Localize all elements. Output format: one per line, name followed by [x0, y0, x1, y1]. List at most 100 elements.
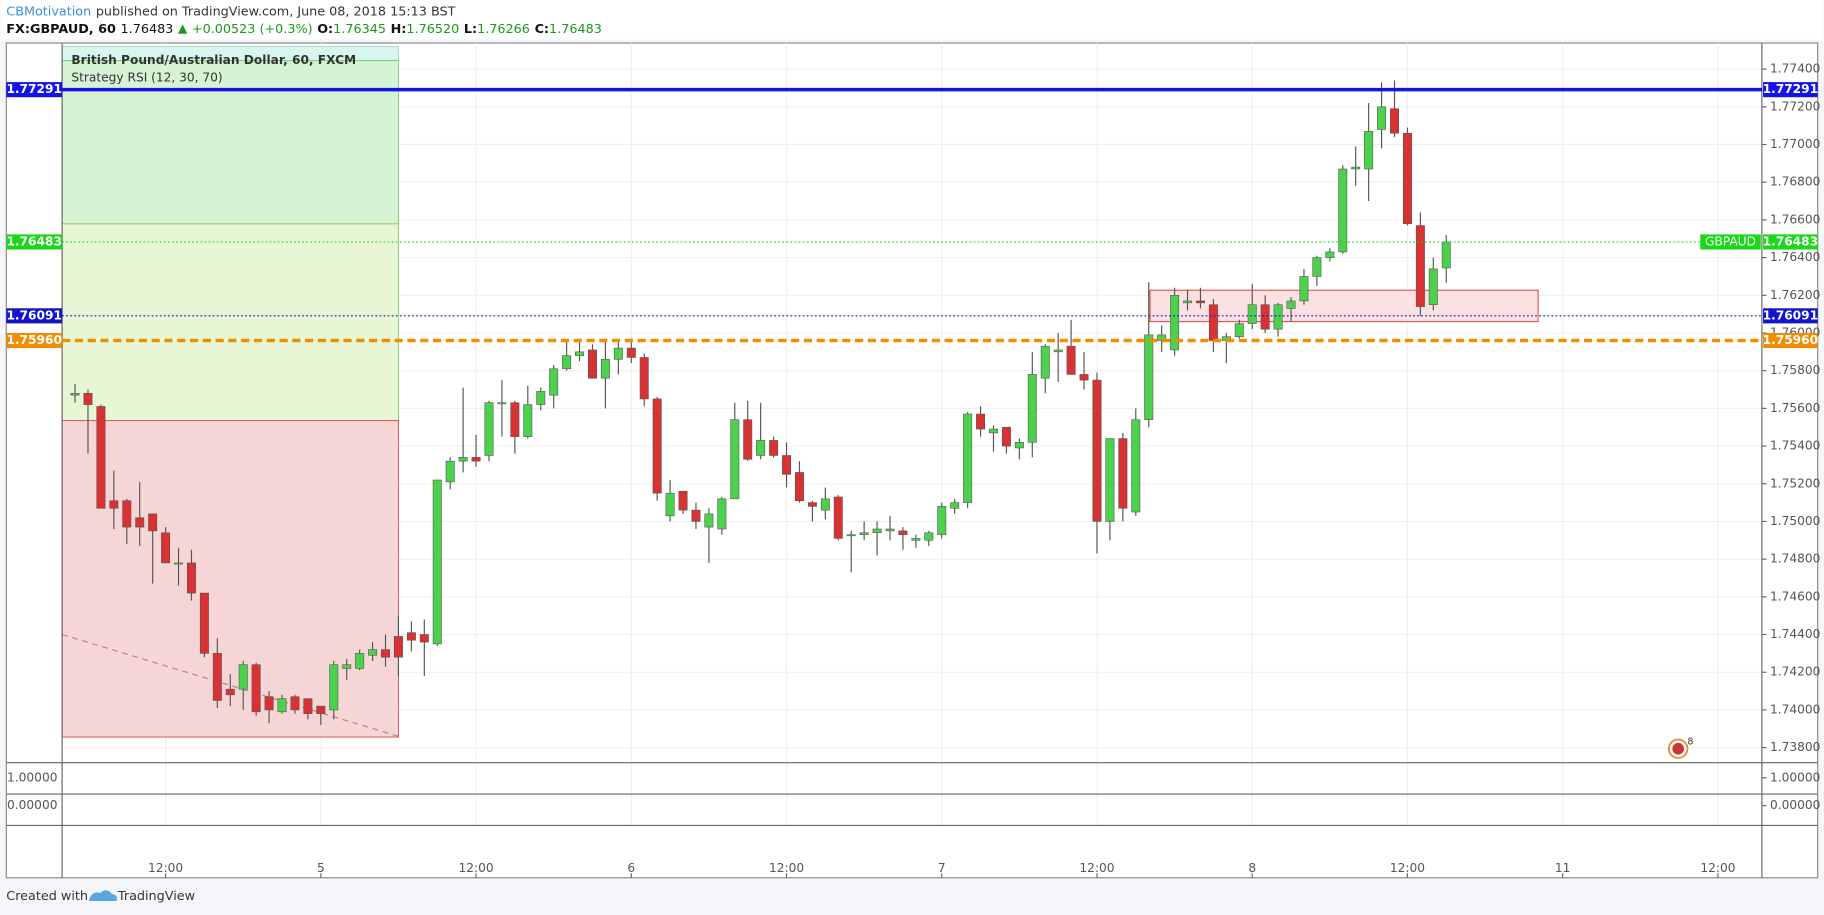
candle-body	[1208, 304, 1218, 341]
candle-body	[859, 532, 869, 535]
candle-body	[277, 698, 287, 713]
candle-body	[1195, 300, 1205, 304]
x-tick-label: 8	[1248, 861, 1256, 875]
change: +0.00523 (+0.3%)	[192, 22, 313, 37]
y-tick-label: 1.75600	[1770, 401, 1820, 415]
candle-body	[406, 632, 416, 641]
candle-body	[1144, 334, 1154, 420]
symbol-label: GBPAUD	[1705, 234, 1756, 248]
y-tick-label: 1.75800	[1770, 363, 1820, 377]
candle-body	[1312, 257, 1322, 277]
y-tick-label: 1.76600	[1770, 212, 1820, 226]
y-tick-label: 1.76200	[1770, 288, 1820, 302]
overlay: 1.73800 1.74000 1.74200 1.74400 1.74600 1.748…	[6, 62, 1820, 878]
level-label: 1.77291	[1763, 82, 1819, 96]
candle-body	[1131, 419, 1141, 513]
level-label: 1.76091	[1763, 308, 1819, 322]
symbol-tag	[1700, 234, 1761, 250]
y-tick-label: 1.77400	[1770, 62, 1820, 76]
zone	[61, 60, 399, 225]
x-tick-label: 12:00	[148, 861, 183, 875]
candle-body	[989, 428, 998, 434]
open-value: 1.76345	[333, 22, 386, 37]
candle-body	[471, 457, 481, 462]
y-tick-label: 1.74600	[1770, 589, 1820, 603]
open-label: O:	[317, 22, 333, 37]
candle-body	[161, 532, 171, 564]
candle-body	[381, 649, 390, 658]
candle-body	[730, 419, 740, 500]
level-tag	[6, 308, 63, 324]
footer-brand[interactable]: TradingView	[117, 889, 195, 904]
candle-body	[186, 562, 196, 594]
candle-body	[1079, 374, 1089, 381]
level-tag	[1763, 308, 1818, 324]
candle-body	[794, 472, 804, 502]
candle-body	[393, 636, 403, 658]
header-bg	[0, 0, 1824, 40]
candle-body	[83, 393, 93, 405]
low-value: 1.76266	[477, 22, 530, 37]
candle-body	[924, 532, 934, 541]
flag-icon: 8	[1668, 736, 1693, 759]
level-label: 1.76483	[6, 234, 62, 248]
candle-body	[872, 528, 882, 534]
footer-created: Created with	[6, 889, 88, 904]
legend-entry: Strategy RSI (12, 30, 70)	[71, 70, 222, 84]
y-tick-label: 1.73800	[1770, 740, 1820, 754]
level-tag	[1763, 234, 1818, 250]
x-tick-label: 12:00	[1700, 861, 1735, 875]
candle-body	[1092, 379, 1102, 522]
candle-body	[329, 664, 339, 711]
candle-body	[588, 349, 597, 379]
candle-body	[1066, 345, 1076, 375]
pane-tick-label: 1.00000	[7, 770, 57, 784]
zone	[61, 223, 399, 422]
x-tick-label: 12:00	[458, 861, 493, 875]
candle-body	[303, 698, 313, 714]
candle-body	[290, 696, 300, 711]
candle-body	[898, 530, 908, 535]
level-tag	[6, 234, 63, 250]
candle-body	[626, 347, 636, 358]
candle-body	[1390, 108, 1399, 134]
candle-body	[846, 534, 856, 537]
author[interactable]: CBMotivation	[6, 4, 91, 19]
candle-body	[1338, 168, 1348, 253]
candle-body	[562, 355, 572, 370]
candle-body	[484, 402, 494, 456]
candle-body	[1118, 438, 1128, 509]
level-label: 1.77291	[6, 82, 62, 96]
candle-body	[1286, 300, 1296, 309]
candle-body	[1260, 304, 1270, 330]
candle-body	[976, 413, 986, 430]
candle-body	[937, 506, 947, 535]
candle-body	[135, 517, 145, 528]
candle-body	[717, 498, 727, 530]
candle-body	[1001, 426, 1011, 447]
candle-body	[575, 351, 585, 356]
candle-body	[497, 402, 507, 405]
candle-body	[911, 538, 921, 541]
y-tick-label: 1.77200	[1770, 99, 1820, 113]
candle-body	[639, 357, 649, 400]
level-label: 1.76091	[6, 308, 62, 322]
last-price: 1.76483	[121, 22, 174, 37]
candle-body	[368, 649, 378, 656]
candle-body	[613, 347, 623, 360]
x-tick-label: 12:00	[769, 861, 804, 875]
candle-body	[109, 500, 119, 509]
candle-body	[678, 491, 688, 511]
candle-body	[264, 696, 274, 711]
candle-body	[820, 498, 830, 511]
candle-body	[652, 398, 662, 494]
candle-body	[458, 457, 468, 462]
y-tick-label: 1.74400	[1770, 627, 1820, 641]
candle-body	[212, 653, 222, 701]
footer-logo[interactable]	[88, 890, 117, 902]
level-tag	[1763, 82, 1818, 98]
candle-body	[1351, 166, 1361, 170]
y-tick-label: 1.74200	[1770, 665, 1820, 679]
